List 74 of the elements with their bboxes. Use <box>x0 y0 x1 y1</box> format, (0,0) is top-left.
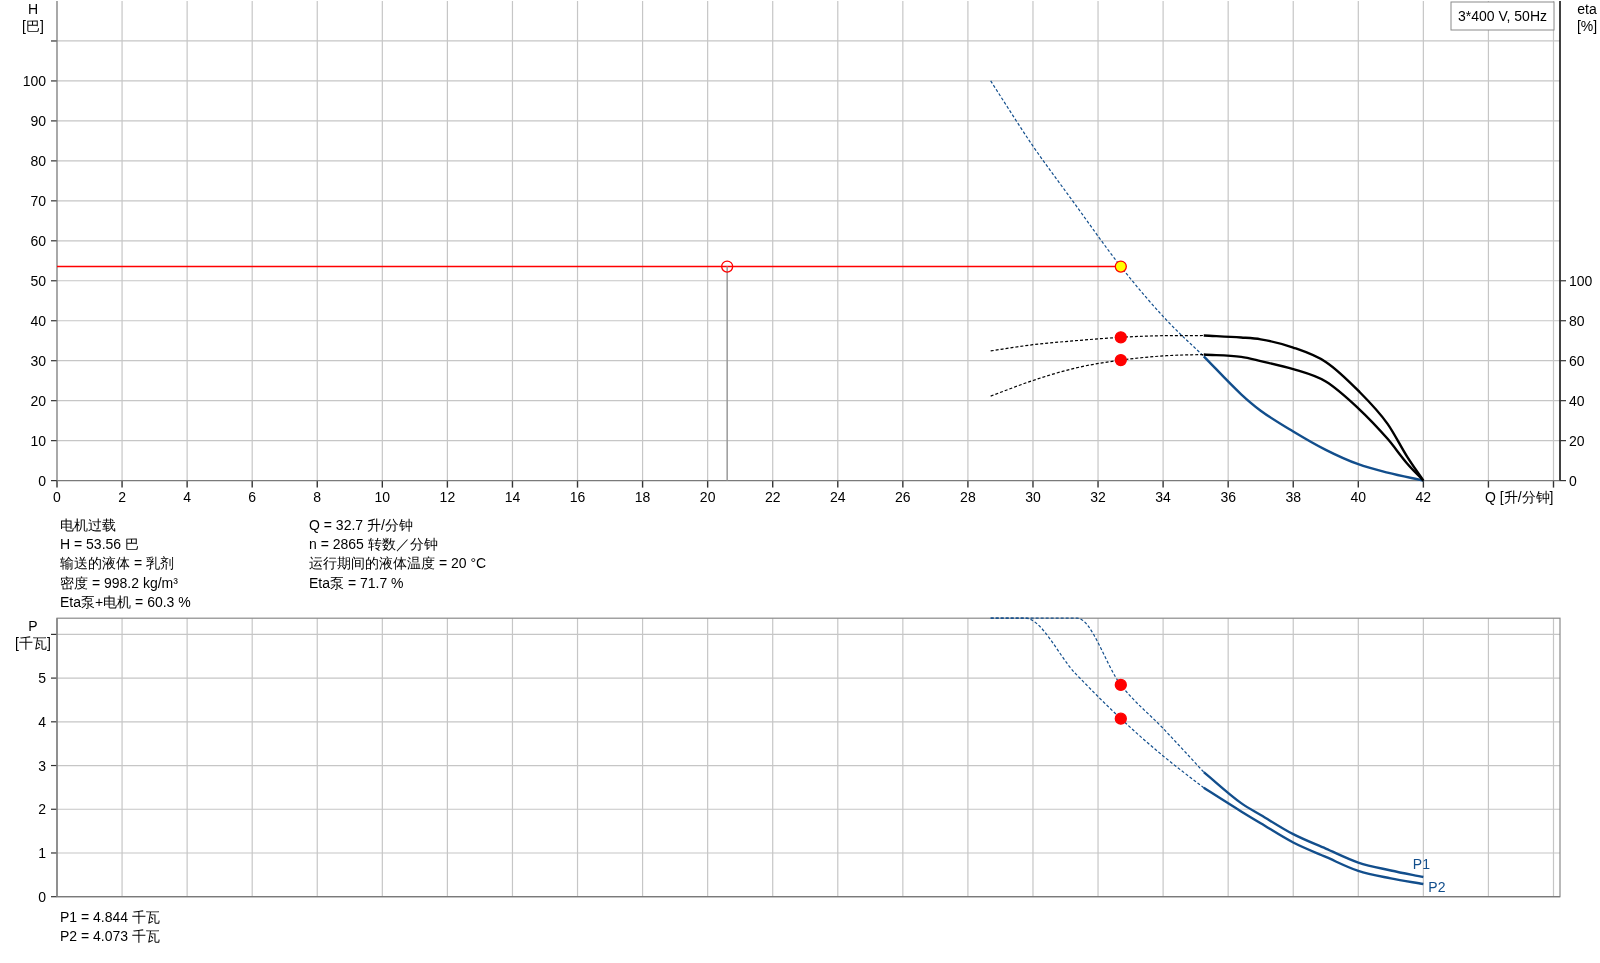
x-tick-label: 12 <box>439 488 456 505</box>
y-tick-label: 90 <box>30 112 47 129</box>
text: H = 53.56 巴 <box>60 536 139 552</box>
y-axis-title: H [巴] <box>22 1 44 34</box>
y2-tick: 40 <box>1559 392 1585 409</box>
y-tick-label: 30 <box>30 352 47 369</box>
text: Eta泵 = 71.7 % <box>309 574 404 591</box>
x-tick-label: 28 <box>960 488 976 505</box>
x-tick-label: 32 <box>1090 488 1107 505</box>
x-tick-label: 6 <box>248 488 257 505</box>
y-axis-title: P [千瓦] <box>15 618 51 652</box>
x-tick-label: 8 <box>313 488 322 505</box>
text: 密度 = 998.2 kg/m³ <box>60 574 179 591</box>
y2-tick: 20 <box>1559 432 1585 449</box>
series-label: P2 <box>1428 879 1446 896</box>
text: P1 = 4.844 千瓦 <box>60 908 161 925</box>
y-tick-label: 50 <box>30 272 47 289</box>
y-tick-label: 4 <box>38 713 47 730</box>
x-tick-label: 16 <box>569 488 586 505</box>
y2-tick-label: 40 <box>1569 392 1585 409</box>
y2-tick: 0 <box>1559 472 1577 489</box>
x-axis-title: Q [升/分钟] <box>1485 488 1554 505</box>
x-tick-label: 0 <box>53 488 62 505</box>
y-tick: 0 <box>38 888 58 905</box>
x-tick-label: 4 <box>183 488 192 505</box>
text: n = 2865 转数／分钟 <box>309 536 438 552</box>
x-tick-label: 18 <box>634 488 651 505</box>
y-tick-label: 0 <box>38 888 47 905</box>
y-tick-label: 100 <box>22 72 47 89</box>
text: 输送的液体 = 乳剂 <box>60 555 174 572</box>
y-tick-label: 5 <box>38 670 47 687</box>
x-tick-label: 14 <box>504 488 521 505</box>
text: P2 = 4.073 千瓦 <box>60 928 161 945</box>
x-tick-label: 10 <box>374 488 391 505</box>
y2-tick-label: 20 <box>1569 432 1585 449</box>
y-tick-label: 70 <box>30 192 47 209</box>
y2-tick: 100 <box>1559 272 1593 289</box>
x-tick-label: 36 <box>1220 488 1237 505</box>
y-tick-label: 60 <box>30 232 47 249</box>
y2-tick-label: 60 <box>1569 352 1585 369</box>
y-tick: 4 <box>38 713 1561 730</box>
y2-tick-label: 80 <box>1569 312 1585 329</box>
y-tick-label: 10 <box>30 432 47 449</box>
series-label: P1 <box>1412 856 1431 873</box>
x-tick-label: 40 <box>1350 488 1367 505</box>
y-tick: 2 <box>38 801 1561 818</box>
x-tick-label: 24 <box>829 488 846 505</box>
y2-tick: 60 <box>1559 352 1585 369</box>
y-tick: 5 <box>38 670 1561 687</box>
x-tick-label: 26 <box>895 488 911 505</box>
y-tick-label: 20 <box>30 392 47 409</box>
y-tick: 3 <box>38 757 1561 774</box>
x-tick-label: 34 <box>1155 488 1172 505</box>
y-tick-label: 80 <box>30 152 47 169</box>
y-tick-label: 2 <box>38 801 47 818</box>
x-tick-label: 30 <box>1025 488 1041 505</box>
y-tick-label: 1 <box>38 844 47 861</box>
y-tick-label: 3 <box>38 757 47 774</box>
x-tick-label: 38 <box>1285 488 1302 505</box>
y-tick-label: 40 <box>30 312 47 329</box>
text: Eta泵+电机 = 60.3 % <box>60 594 191 611</box>
y2-tick-label: 0 <box>1569 472 1577 489</box>
x-tick-label: 20 <box>699 488 716 505</box>
x-tick-label: 22 <box>764 488 781 505</box>
text: Q = 32.7 升/分钟 <box>309 516 413 533</box>
title: 3*400 V, 50Hz <box>1450 1 1555 31</box>
x-tick-label: 2 <box>118 488 127 505</box>
x-tick-label: 42 <box>1415 488 1432 505</box>
y-tick-label: 0 <box>38 472 47 489</box>
y2-tick: 80 <box>1559 312 1585 329</box>
text: 运行期间的液体温度 = 20 °C <box>309 555 487 572</box>
y2-axis-title: eta [%] <box>1576 1 1598 34</box>
text: 电机过载 <box>60 516 116 533</box>
y2-tick-label: 100 <box>1569 272 1593 289</box>
